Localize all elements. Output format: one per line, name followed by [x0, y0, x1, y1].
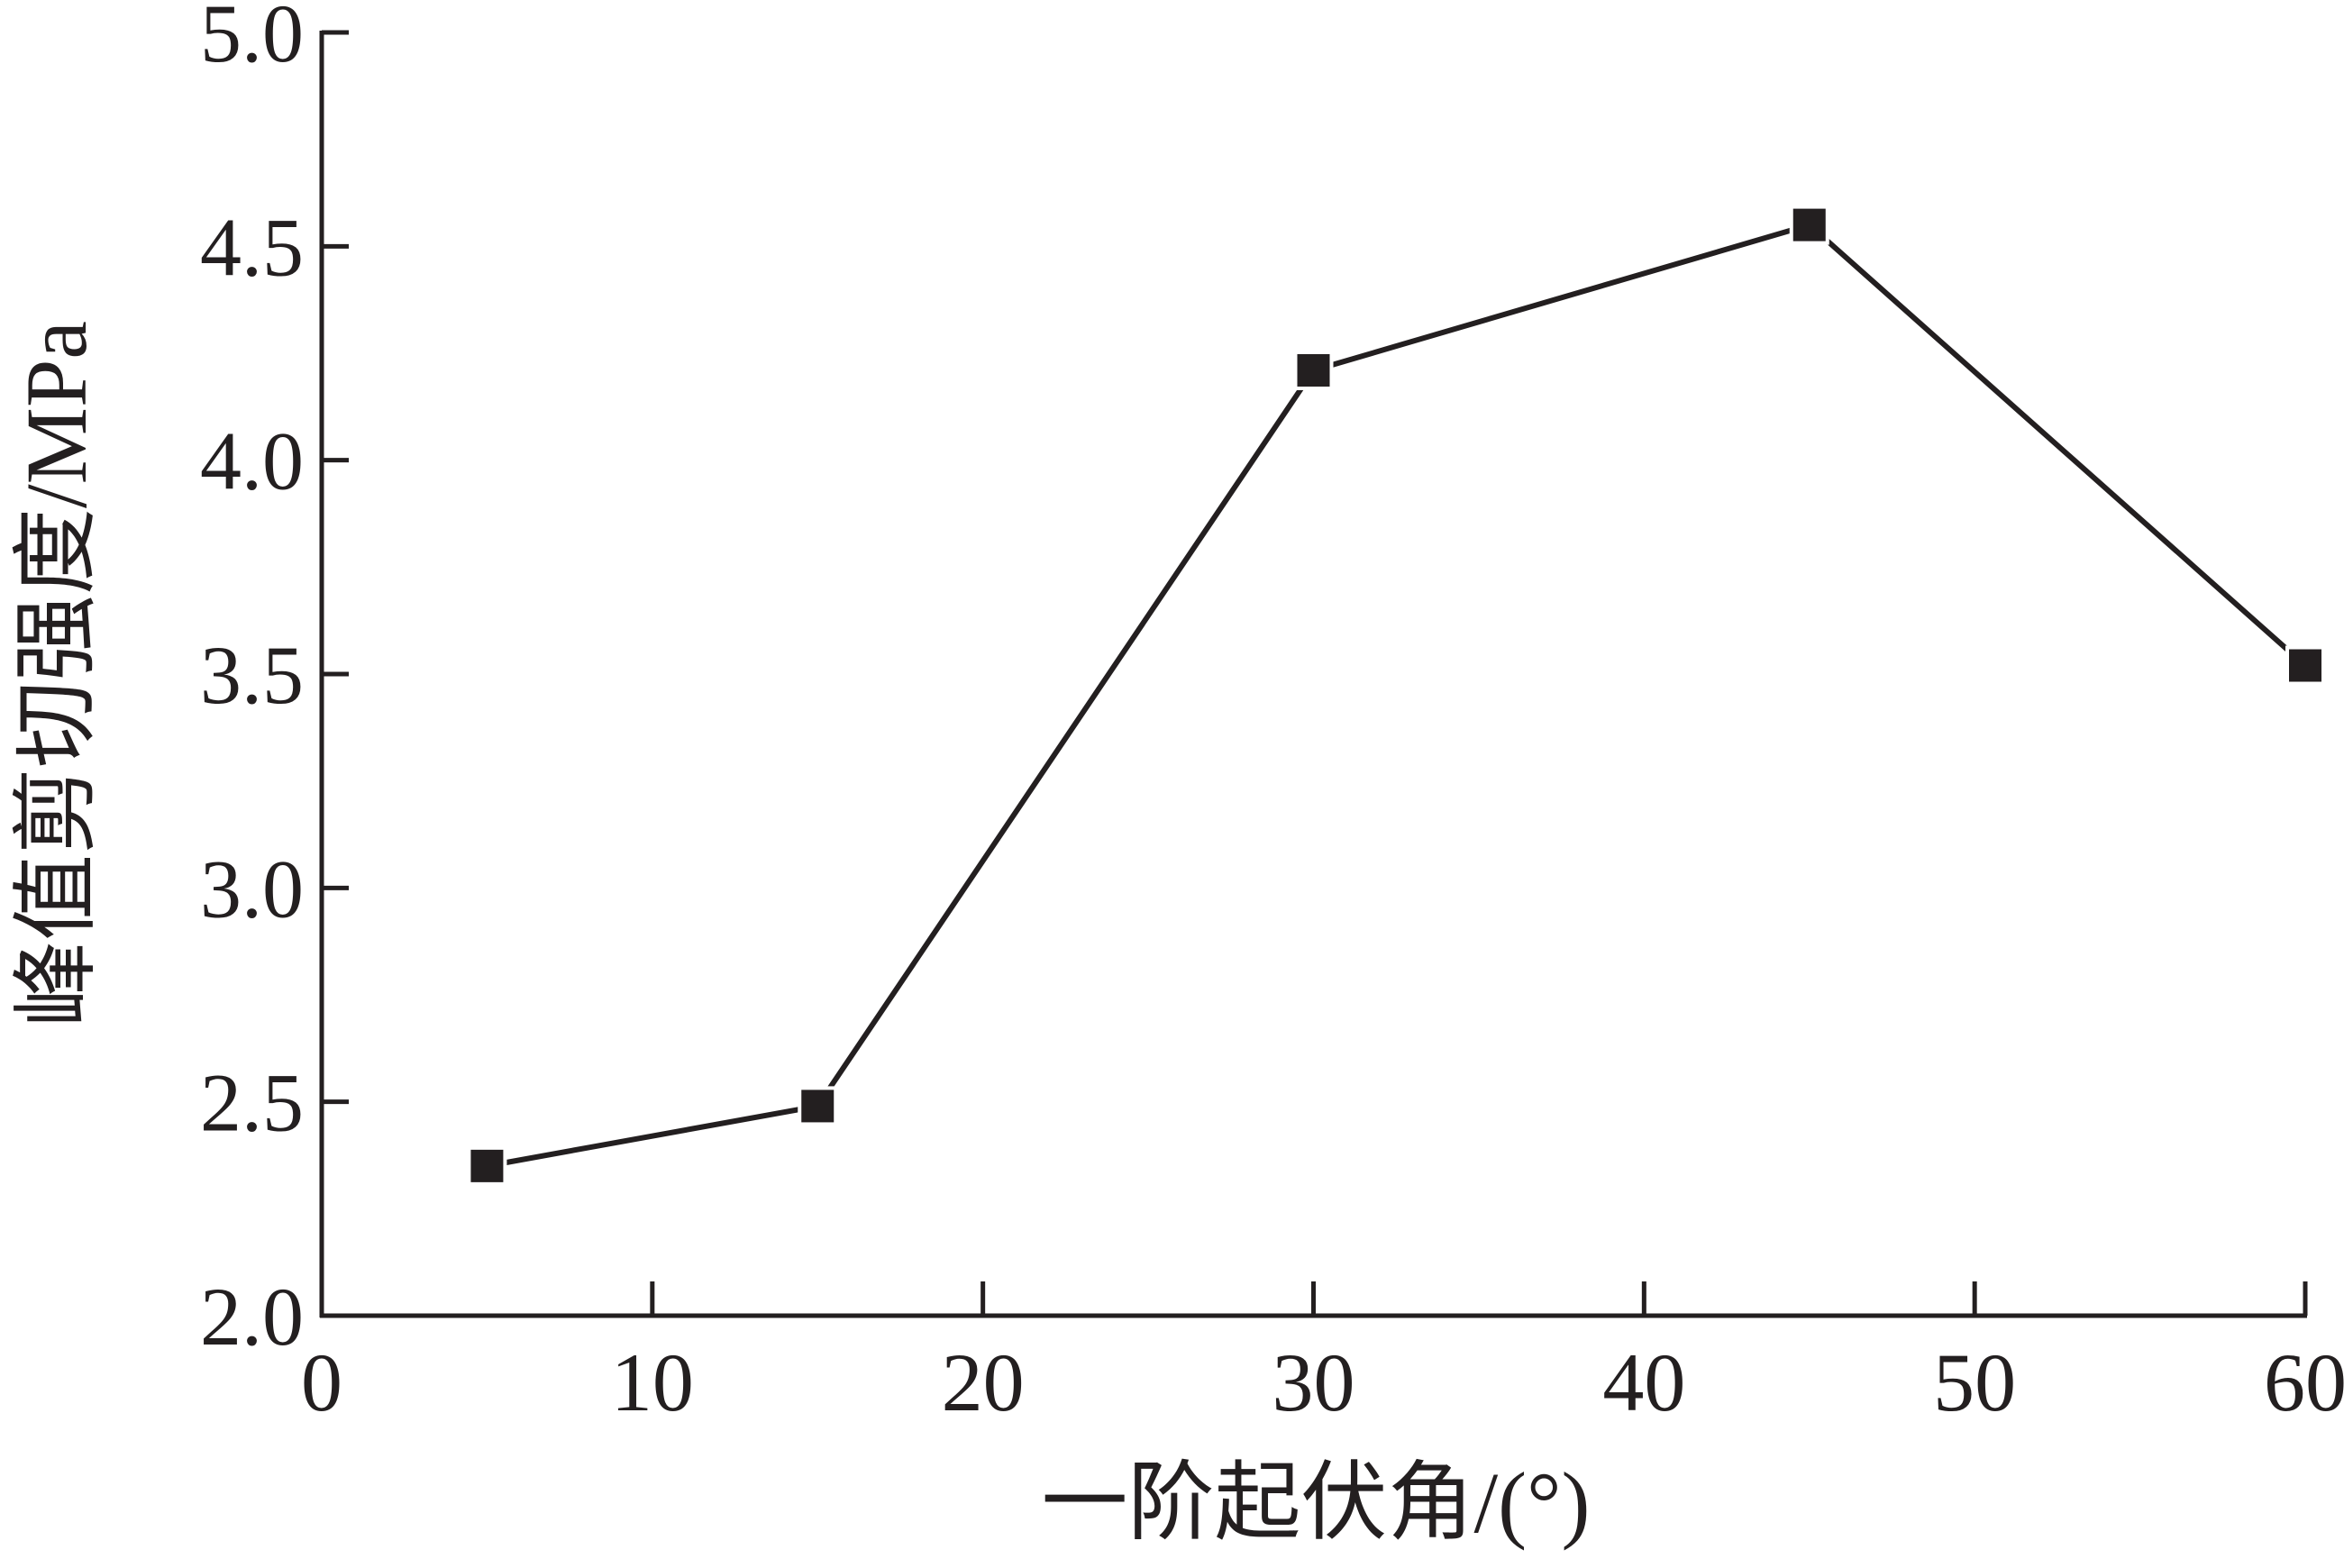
- x-tick-label: 50: [1933, 1336, 2016, 1428]
- x-tick-label: 30: [1272, 1336, 1355, 1428]
- y-tick-label: 2.0: [200, 1271, 304, 1363]
- data-point: [2285, 645, 2325, 686]
- data-point: [798, 1086, 838, 1126]
- y-tick-label: 3.0: [200, 843, 304, 934]
- data-point: [1789, 205, 1829, 245]
- x-tick-label: 20: [942, 1336, 1025, 1428]
- y-tick-label: 3.5: [200, 629, 304, 721]
- y-tick-label: 4.0: [200, 415, 304, 507]
- y-axis-title: 峰值剪切强度/MPa: [8, 321, 105, 1027]
- x-tick-label: 40: [1602, 1336, 1685, 1428]
- y-tick-label: 5.0: [200, 0, 304, 79]
- x-tick-label: 10: [611, 1336, 694, 1428]
- x-axis-title: 一阶起伏角/(°): [1042, 1454, 1591, 1551]
- data-point: [467, 1145, 507, 1186]
- data-point: [1293, 350, 1334, 390]
- x-tick-label: 60: [2264, 1336, 2344, 1428]
- y-tick-label: 2.5: [200, 1057, 304, 1149]
- y-tick-label: 4.5: [200, 201, 304, 293]
- x-tick-label: 0: [301, 1336, 342, 1428]
- data-line: [486, 222, 2307, 1169]
